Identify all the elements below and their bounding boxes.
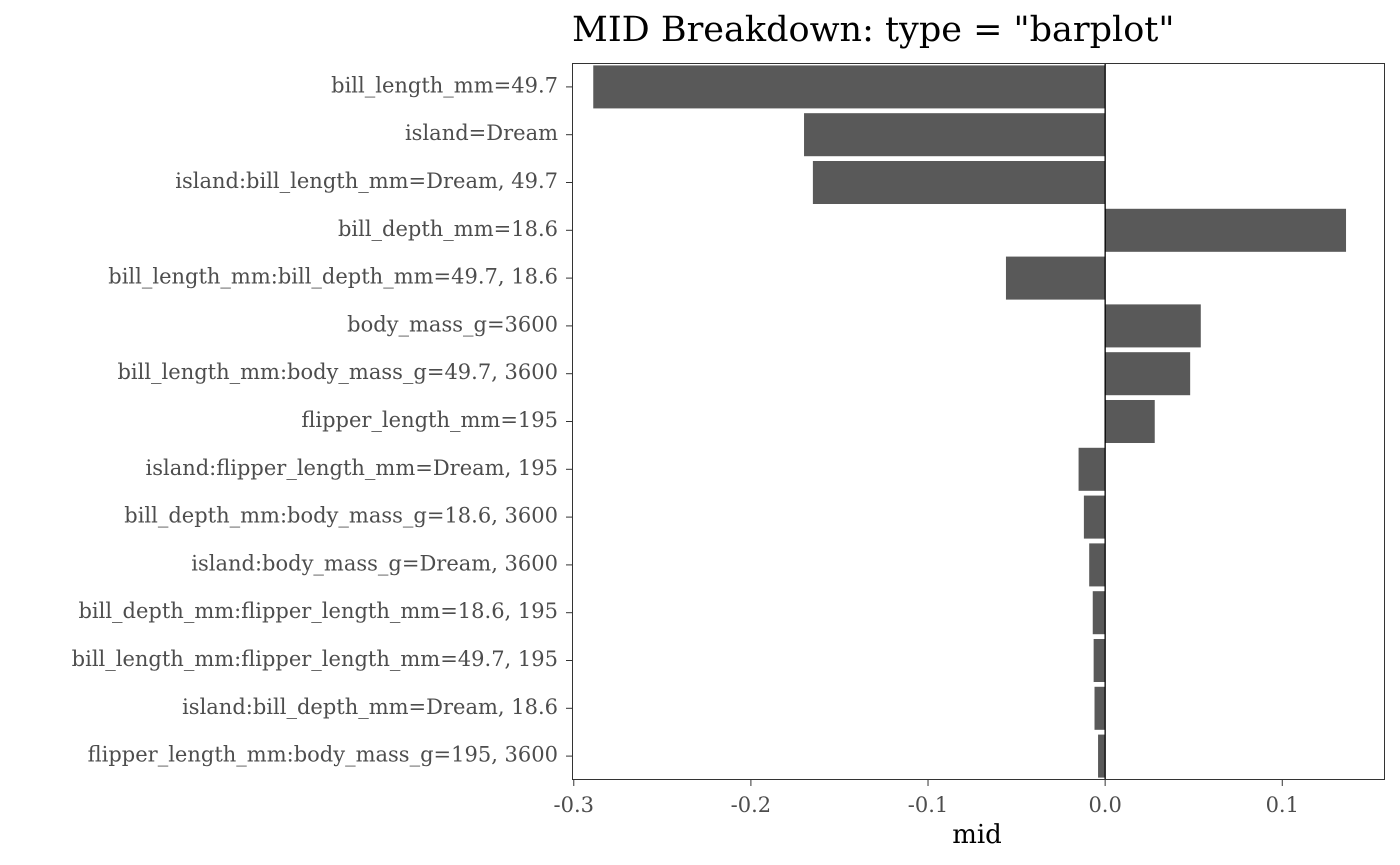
- chart-title: MID Breakdown: type = "barplot": [572, 10, 1174, 50]
- category-label: bill_depth_mm:flipper_length_mm=18.6, 19…: [78, 599, 558, 623]
- bar-6: [1105, 304, 1201, 348]
- bars-layer: [593, 65, 1347, 778]
- bar-14: [1094, 686, 1106, 730]
- category-label: island=Dream: [405, 121, 558, 145]
- category-label: bill_length_mm:bill_depth_mm=49.7, 18.6: [108, 265, 558, 289]
- bar-3: [812, 160, 1106, 205]
- bar-13: [1093, 638, 1106, 683]
- x-tick-label: 0.0: [1088, 793, 1121, 817]
- bar-1: [593, 65, 1106, 109]
- bar-9: [1078, 447, 1106, 491]
- bar-12: [1092, 591, 1106, 635]
- bar-2: [804, 113, 1106, 157]
- category-label: bill_length_mm:flipper_length_mm=49.7, 1…: [72, 647, 558, 671]
- bar-7: [1105, 352, 1191, 396]
- bar-11: [1089, 543, 1106, 587]
- x-tick-label: -0.3: [554, 793, 595, 817]
- x-tick-label: 0.1: [1266, 793, 1299, 817]
- bar-10: [1083, 495, 1106, 539]
- category-label: flipper_length_mm=195: [301, 408, 558, 432]
- category-label: island:body_mass_g=Dream, 3600: [191, 551, 558, 575]
- category-label: bill_depth_mm:body_mass_g=18.6, 3600: [124, 504, 558, 528]
- category-label: island:bill_length_mm=Dream, 49.7: [175, 169, 558, 193]
- category-label: island:flipper_length_mm=Dream, 195: [145, 456, 558, 480]
- bar-4: [1105, 208, 1347, 252]
- category-label: flipper_length_mm:body_mass_g=195, 3600: [88, 743, 558, 767]
- category-label: body_mass_g=3600: [347, 312, 558, 336]
- plot-panel-border: [572, 63, 1385, 780]
- bar-15: [1098, 734, 1106, 778]
- x-tick-label: -0.1: [908, 793, 949, 817]
- category-label: island:bill_depth_mm=Dream, 18.6: [182, 695, 558, 719]
- bar-8: [1105, 399, 1155, 444]
- category-label: bill_length_mm:body_mass_g=49.7, 3600: [117, 360, 558, 384]
- category-label: bill_depth_mm=18.6: [338, 217, 558, 241]
- category-label: bill_length_mm=49.7: [331, 73, 558, 97]
- x-axis-ticks-layer: -0.3 -0.2 -0.1 0.0 0.1: [554, 780, 1299, 817]
- x-axis-title: mid: [952, 820, 1002, 850]
- bar-5: [1005, 256, 1106, 300]
- x-tick-label: -0.2: [731, 793, 772, 817]
- category-labels-layer: bill_length_mm=49.7 island=Dream island:bi…: [72, 73, 572, 767]
